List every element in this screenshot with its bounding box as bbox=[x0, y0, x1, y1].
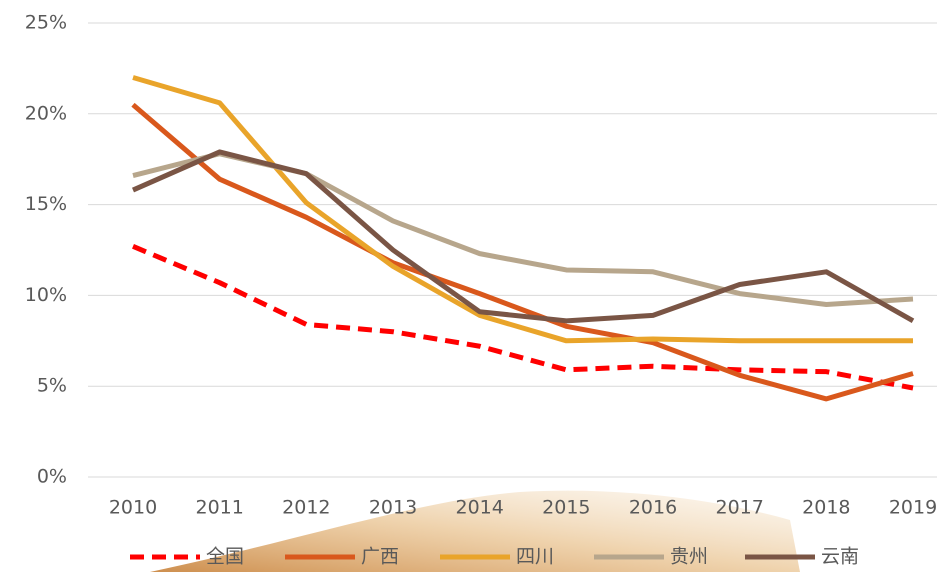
legend-label: 全国 bbox=[206, 546, 244, 568]
series-line bbox=[131, 149, 915, 324]
y-tick-label: 25% bbox=[25, 12, 67, 34]
x-tick-label: 2018 bbox=[802, 497, 850, 519]
x-tick-label: 2011 bbox=[195, 497, 243, 519]
series-line bbox=[131, 102, 914, 402]
x-tick-label: 2019 bbox=[889, 497, 937, 519]
x-tick-label: 2017 bbox=[715, 497, 763, 519]
x-tick-label: 2010 bbox=[109, 497, 157, 519]
x-tick-label: 2015 bbox=[542, 497, 590, 519]
y-tick-label: 20% bbox=[25, 102, 67, 124]
x-tick-label: 2012 bbox=[282, 497, 330, 519]
legend-label: 广西 bbox=[361, 546, 399, 568]
series-line bbox=[132, 75, 913, 344]
y-tick-label: 0% bbox=[37, 466, 67, 488]
y-tick-label: 5% bbox=[37, 375, 67, 397]
x-tick-label: 2016 bbox=[629, 497, 677, 519]
series-line bbox=[132, 151, 914, 307]
decoration bbox=[150, 490, 800, 572]
y-tick-label: 15% bbox=[25, 193, 67, 215]
legend-label: 云南 bbox=[821, 546, 859, 568]
y-tick-label: 10% bbox=[25, 284, 67, 306]
legend-label: 四川 bbox=[516, 546, 554, 568]
series-line bbox=[132, 244, 914, 391]
x-tick-label: 2014 bbox=[455, 497, 503, 519]
x-tick-label: 2013 bbox=[369, 497, 417, 519]
legend-label: 贵州 bbox=[670, 546, 708, 568]
